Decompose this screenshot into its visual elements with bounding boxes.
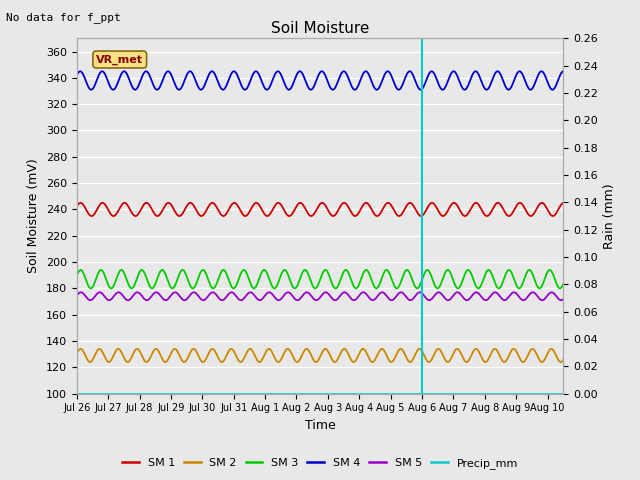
X-axis label: Time: Time xyxy=(305,419,335,432)
Text: No data for f_ppt: No data for f_ppt xyxy=(6,12,121,23)
Y-axis label: Soil Moisture (mV): Soil Moisture (mV) xyxy=(28,158,40,274)
Y-axis label: Rain (mm): Rain (mm) xyxy=(604,183,616,249)
Text: VR_met: VR_met xyxy=(96,54,143,65)
Legend: SM 1, SM 2, SM 3, SM 4, SM 5, Precip_mm: SM 1, SM 2, SM 3, SM 4, SM 5, Precip_mm xyxy=(116,453,524,474)
Title: Soil Moisture: Soil Moisture xyxy=(271,21,369,36)
